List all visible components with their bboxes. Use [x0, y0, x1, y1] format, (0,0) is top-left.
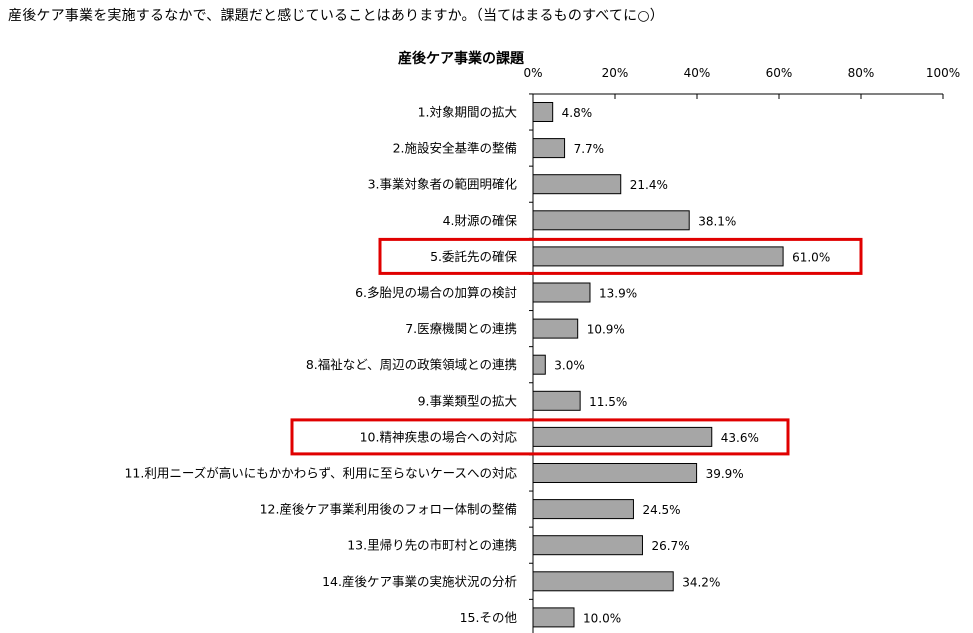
survey-question: 産後ケア事業を実施するなかで、課題だと感じていることはありますか。（当てはまるも… [8, 8, 664, 24]
category-label: 14.産後ケア事業の実施状況の分析 [322, 574, 517, 589]
x-tick-label: 20% [602, 66, 629, 80]
value-label: 13.9% [599, 287, 637, 301]
category-label: 13.里帰り先の市町村との連携 [347, 538, 517, 553]
x-tick-label: 100% [926, 66, 960, 80]
category-label: 11.利用ニーズが高いにもかかわらず、利用に至らないケースへの対応 [124, 466, 517, 481]
value-label: 10.0% [583, 611, 621, 625]
value-label: 24.5% [642, 503, 680, 517]
highlight-box [378, 237, 863, 275]
value-label: 26.7% [651, 539, 689, 553]
category-label: 2.施設安全基準の整備 [393, 141, 517, 156]
chart-title: 産後ケア事業の課題 [398, 51, 524, 67]
x-tick-label: 40% [684, 66, 711, 80]
bar [532, 210, 690, 231]
bar [532, 571, 674, 592]
bar [532, 535, 643, 556]
value-label: 34.2% [682, 575, 720, 589]
category-label: 15.その他 [460, 610, 518, 625]
value-label: 38.1% [698, 214, 736, 228]
bar [532, 499, 634, 520]
value-label: 7.7% [574, 142, 605, 156]
value-label: 3.0% [554, 359, 585, 373]
category-label: 7.医療機関との連携 [405, 321, 517, 336]
category-label: 3.事業対象者の範囲明確化 [368, 177, 518, 192]
bar [532, 102, 554, 122]
highlight-box [290, 418, 790, 456]
x-tick-label: 0% [523, 66, 542, 80]
category-label: 9.事業類型の拡大 [418, 393, 517, 408]
value-label: 10.9% [587, 323, 625, 337]
value-label: 61.0% [792, 250, 830, 264]
value-label: 21.4% [630, 178, 668, 192]
category-label: 12.産後ケア事業利用後のフォロー体制の整備 [260, 502, 517, 517]
value-label: 43.6% [721, 431, 759, 445]
category-label: 4.財源の確保 [443, 213, 518, 228]
category-label: 10.精神疾患の場合への対応 [360, 429, 518, 444]
bar [532, 463, 698, 483]
value-label: 11.5% [589, 395, 627, 409]
value-label: 4.8% [562, 106, 593, 120]
bar [532, 390, 581, 411]
category-label: 5.委託先の確保 [430, 249, 517, 264]
bar [532, 282, 591, 303]
bar [532, 138, 566, 159]
bar [532, 246, 784, 267]
bar [532, 174, 622, 195]
category-label: 1.対象期間の拡大 [418, 105, 517, 120]
category-label: 6.多胎児の場合の加算の検討 [355, 285, 517, 300]
value-label: 39.9% [706, 467, 744, 481]
bar [532, 607, 575, 628]
bar [532, 426, 713, 447]
x-tick-label: 60% [766, 66, 793, 80]
x-tick-label: 80% [848, 66, 875, 80]
bar [532, 354, 546, 375]
bar [532, 318, 579, 339]
category-label: 8.福祉など、周辺の政策領域との連携 [306, 357, 517, 372]
